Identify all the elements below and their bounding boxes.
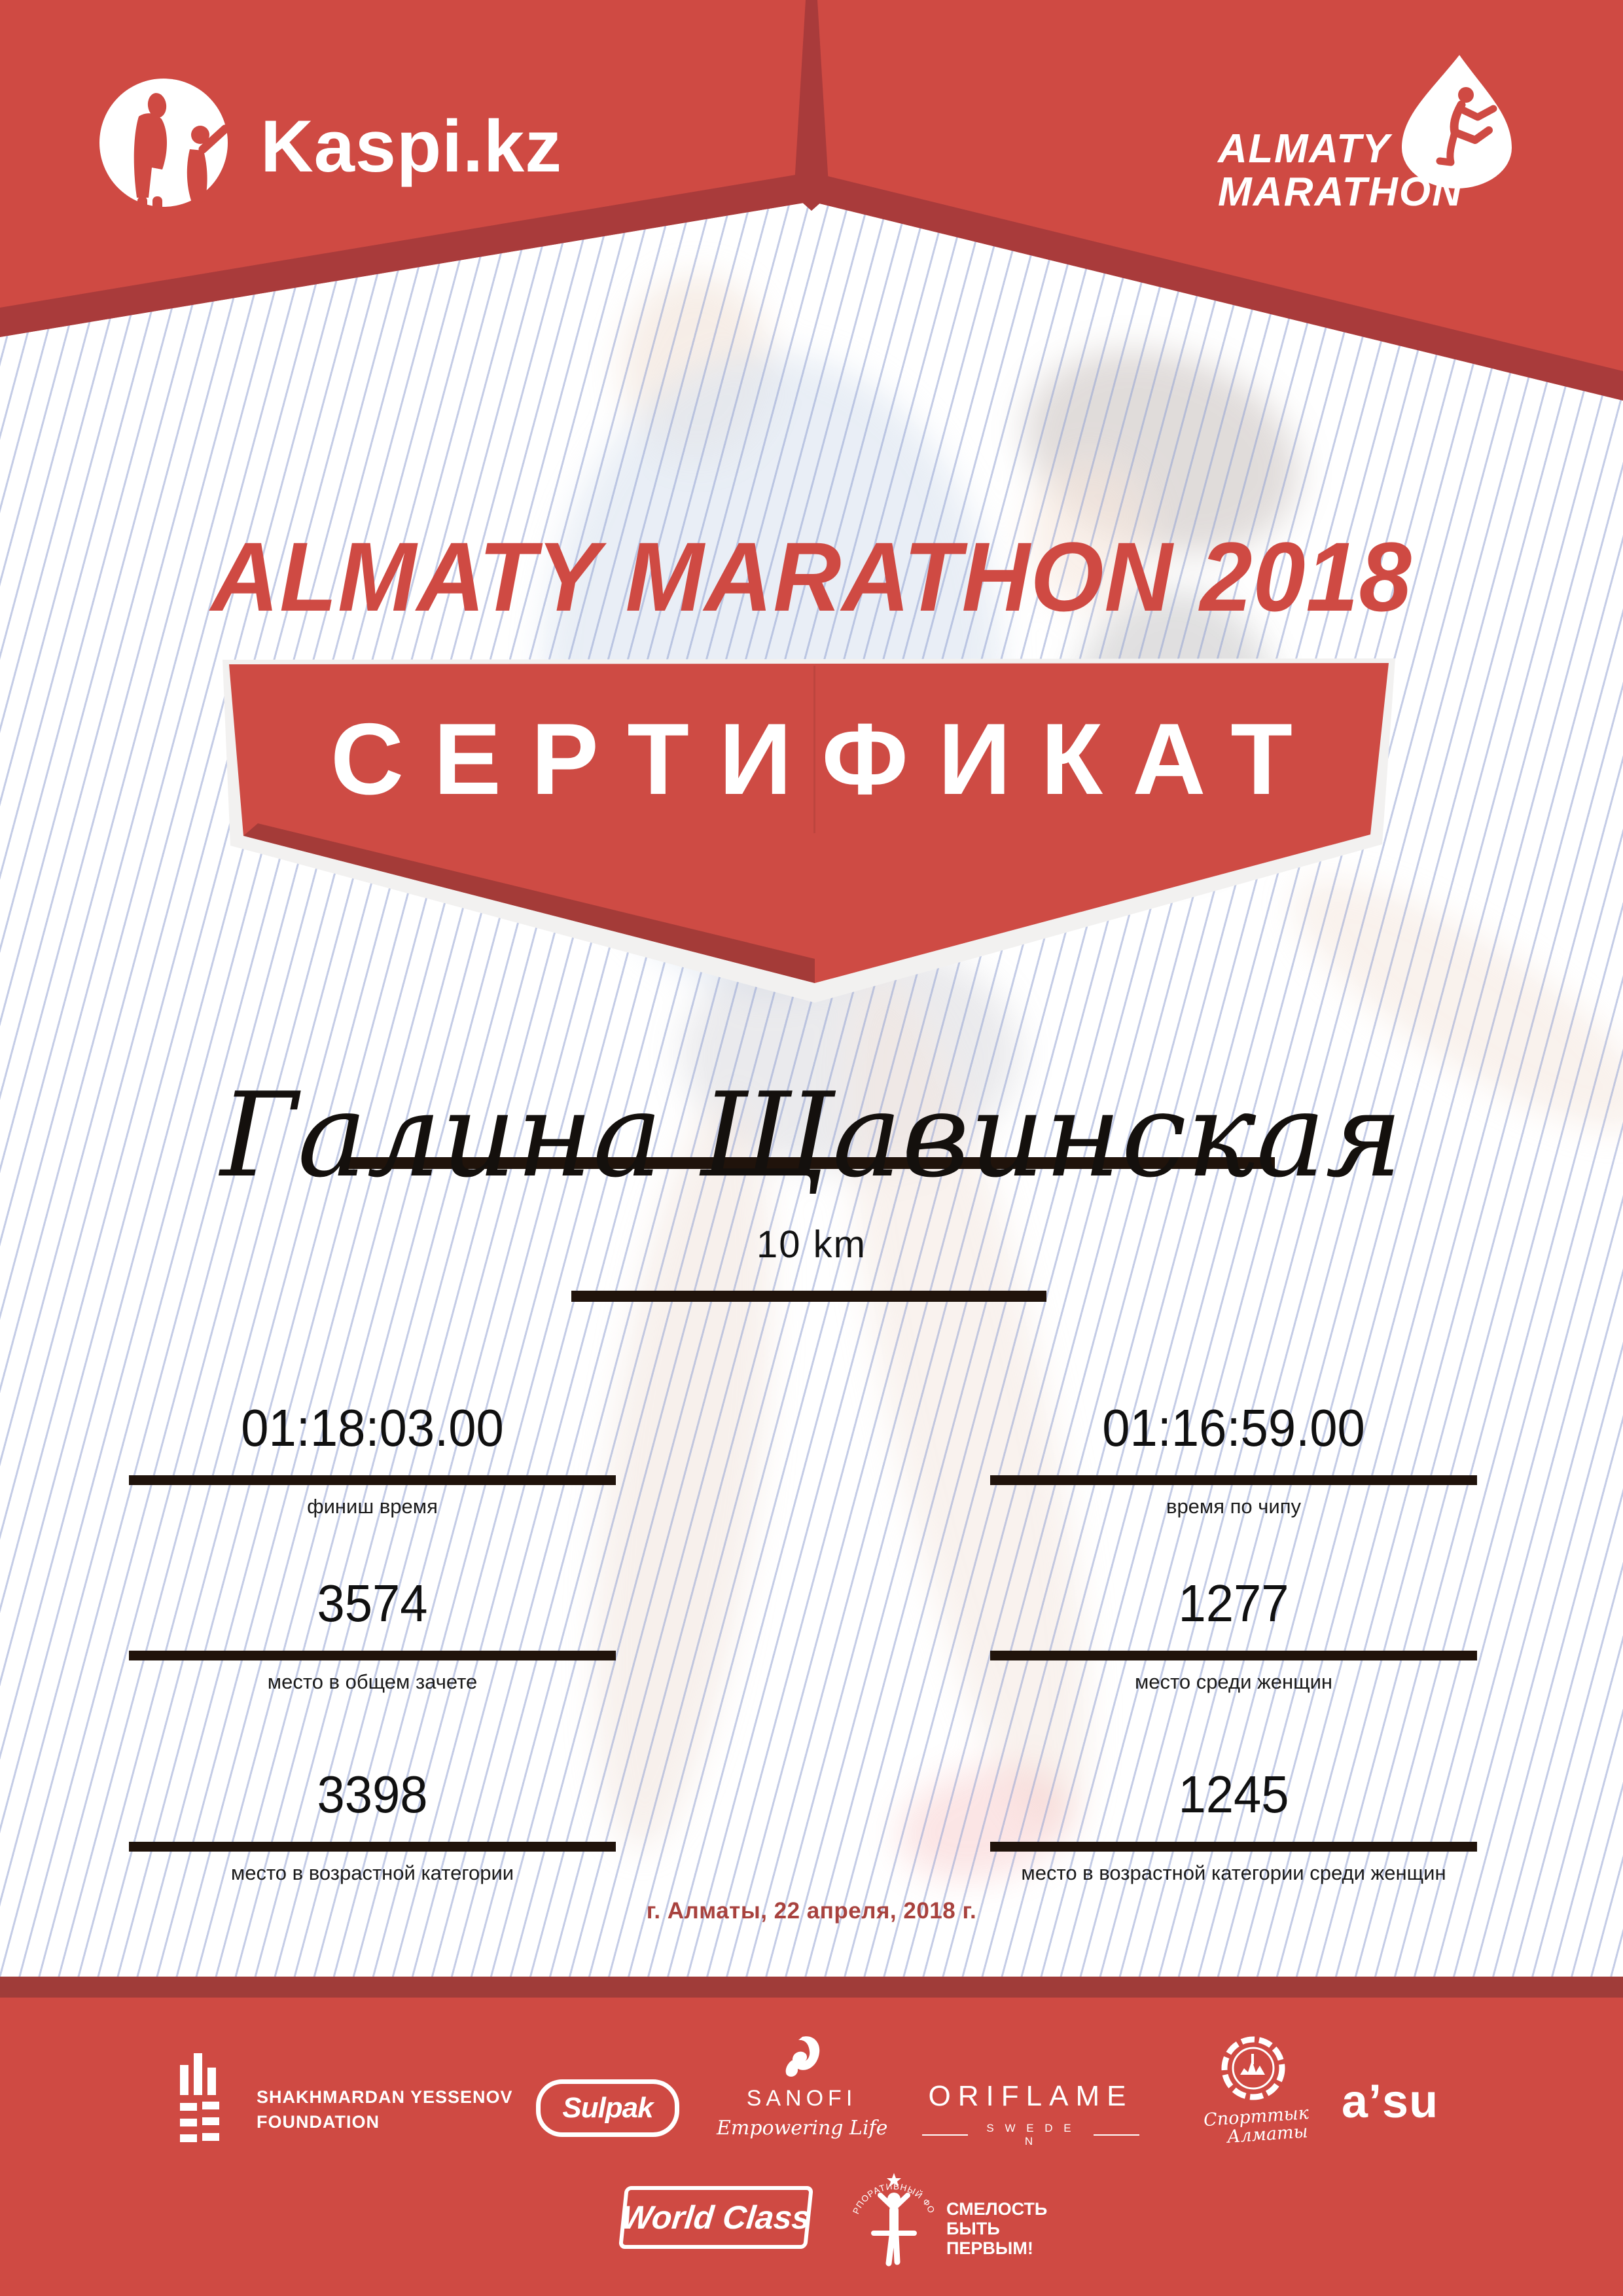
fund-slogan-line1: СМЕЛОСТЬ [946, 2199, 1048, 2219]
oriflame-logo-text: ORIFLAME [928, 2080, 1133, 2112]
oriflame-sweden-label: S W E D E N [913, 2122, 1149, 2148]
stat-underline [990, 1842, 1477, 1852]
sulpak-logo-text: Sulpak [562, 2092, 653, 2124]
sanofi-bird-icon [785, 2036, 820, 2077]
stat-label: место среди женщин [1134, 1670, 1333, 1693]
stat-value: 1245 [1178, 1765, 1289, 1823]
fund-slogan-line2: БЫТЬ [946, 2219, 1000, 2238]
yessenov-foundation: FOUNDATION [257, 2112, 380, 2132]
stat-label: место в возрастной категории среди женщи… [1021, 1861, 1446, 1884]
stat-underline [129, 1842, 616, 1852]
marathon-logo-line1: ALMATY [1217, 126, 1393, 171]
certificate-badge: СЕРТИФИКАТ [223, 658, 1395, 1003]
stat-label: финиш время [307, 1495, 438, 1518]
yessenov-foundation-icon [180, 2053, 219, 2142]
stat-women-place: 1277 место среди женщин [990, 1576, 1477, 1694]
badge-center-seam [813, 666, 815, 833]
stat-value: 01:18:03.00 [241, 1399, 504, 1457]
stat-label: место в возрастной категории [230, 1861, 514, 1884]
stat-finish-time: 01:18:03.00 финиш время [129, 1401, 616, 1518]
stat-chip-time: 01:16:59.00 время по чипу [990, 1401, 1477, 1518]
kaspi-logo-text: Kaspi.kz [260, 105, 562, 187]
stat-age-place: 3398 место в возрастной категории [129, 1767, 616, 1885]
stat-label: место в общем зачете [267, 1670, 478, 1693]
sport-almaty-emblem-icon [1221, 2036, 1285, 2100]
stat-underline [129, 1651, 616, 1660]
sponsor-world-class: World Class [618, 2186, 814, 2249]
sponsor-corporate-fund: КОРПОРАТИВНЫЙ ФОНД СМЕЛОСТЬ БЫТЬ ПЕРВЫМ! [851, 2169, 1047, 2287]
participant-name: Галина Щавинская [220, 1067, 1403, 1203]
header-banner: Kaspi.kz ALMATY MARATHON [0, 0, 1623, 401]
sponsor-sport-almaty: Спорттык Алматы [1203, 2034, 1310, 2147]
stat-underline [990, 1475, 1477, 1485]
sponsor-oriflame: ORIFLAME S W E D E N [913, 2080, 1149, 2148]
sport-almaty-line2: Алматы [1226, 2121, 1309, 2147]
stat-label: время по чипу [1166, 1495, 1302, 1518]
corporate-fund-icon: КОРПОРАТИВНЫЙ ФОНД [851, 2169, 936, 2267]
footer-sponsors: SHAKHMARDAN YESSENOV FOUNDATION Sulpak S… [0, 1998, 1623, 2296]
stat-overall-place: 3574 место в общем зачете [129, 1576, 616, 1694]
footer-dark-strip [0, 1977, 1623, 1998]
sanofi-logo-text: SANOFI [746, 2086, 857, 2111]
stat-underline [129, 1475, 616, 1485]
fund-slogan-line3: ПЕРВЫМ! [946, 2238, 1033, 2258]
stat-value: 3398 [317, 1765, 428, 1823]
sponsor-sanofi: SANOFI Empowering Life [717, 2036, 887, 2140]
stat-value: 1277 [1178, 1574, 1289, 1632]
sponsor-sulpak: Sulpak [536, 2079, 679, 2137]
stat-underline [990, 1651, 1477, 1660]
date-place: г. Алматы, 22 апреля, 2018 г. [646, 1898, 977, 1924]
distance-underline [571, 1291, 1046, 1302]
sponsor-asu: aʼsu [1342, 2075, 1439, 2128]
event-title: ALMATY MARATHON 2018 [211, 522, 1412, 632]
yessenov-name: SHAKHMARDAN YESSENOV [257, 2087, 513, 2107]
marathon-logo-line2: MARATHON [1218, 170, 1462, 215]
world-class-logo-text: World Class [620, 2199, 812, 2236]
sponsor-yessenov: SHAKHMARDAN YESSENOV FOUNDATION [180, 2053, 513, 2151]
stat-age-women-place: 1245 место в возрастной категории среди … [990, 1767, 1477, 1885]
stat-value: 01:16:59.00 [1102, 1399, 1365, 1457]
stat-value: 3574 [317, 1574, 428, 1632]
sanofi-tagline: Empowering Life [717, 2117, 888, 2140]
